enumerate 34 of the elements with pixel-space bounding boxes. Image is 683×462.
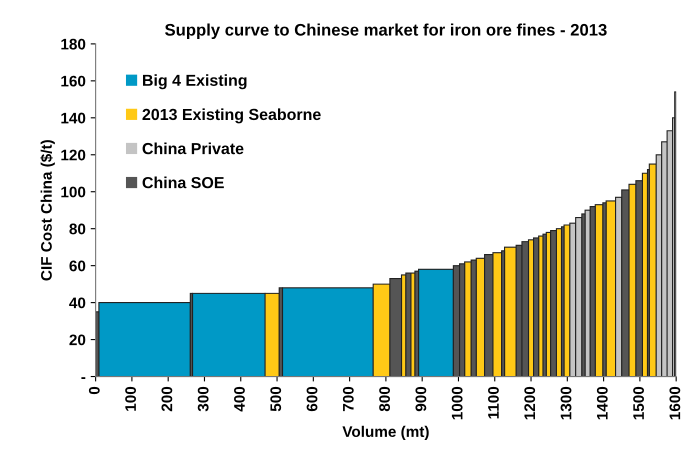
- x-tick-label: 700: [342, 386, 354, 412]
- x-tick-label: 1200: [524, 386, 536, 420]
- x-tick-label: 500: [270, 386, 282, 412]
- x-tick-label: 1600: [669, 386, 680, 420]
- x-tick-label: 0: [88, 386, 100, 394]
- y-tick-label: 140: [61, 112, 86, 124]
- x-tick-label: 200: [161, 386, 172, 412]
- x-tick-label: 900: [415, 386, 426, 412]
- x-axis-title: Volume (mt): [342, 426, 429, 440]
- y-tick-label: 160: [61, 76, 86, 87]
- legend-label: China SOE: [142, 176, 224, 188]
- y-tick-label: 80: [69, 224, 86, 234]
- chart-title: Supply curve to Chinese market for iron ore fines - 2013: [165, 23, 607, 40]
- y-tick-label: 180: [61, 38, 86, 50]
- x-tick-label: 800: [379, 386, 390, 412]
- legend-label: China Private: [142, 142, 244, 154]
- x-tick-label: 600: [306, 386, 318, 412]
- x-tick-label: 1400: [596, 386, 608, 420]
- x-tick-label: 100: [125, 386, 136, 411]
- y-tick-label: 40: [69, 297, 86, 308]
- x-tick-label: 1500: [633, 386, 644, 420]
- x-tick-label: 300: [198, 386, 209, 412]
- y-tick-label: 120: [61, 150, 86, 160]
- legend-label: Big 4 Existing: [143, 74, 246, 90]
- x-tick-label: 1000: [452, 386, 463, 420]
- x-tick-label: 1100: [488, 386, 499, 418]
- x-tick-label: 1300: [560, 386, 572, 420]
- x-tick-label: 400: [234, 386, 245, 412]
- y-axis-title: CIF Cost China ($/t): [40, 140, 55, 280]
- y-tick-label: -: [81, 377, 86, 380]
- y-tick-label: 60: [69, 260, 86, 272]
- legend-label: 2013 Existing Seaborne: [142, 108, 321, 124]
- y-tick-label: 100: [61, 186, 86, 198]
- y-tick-label: 20: [69, 334, 86, 346]
